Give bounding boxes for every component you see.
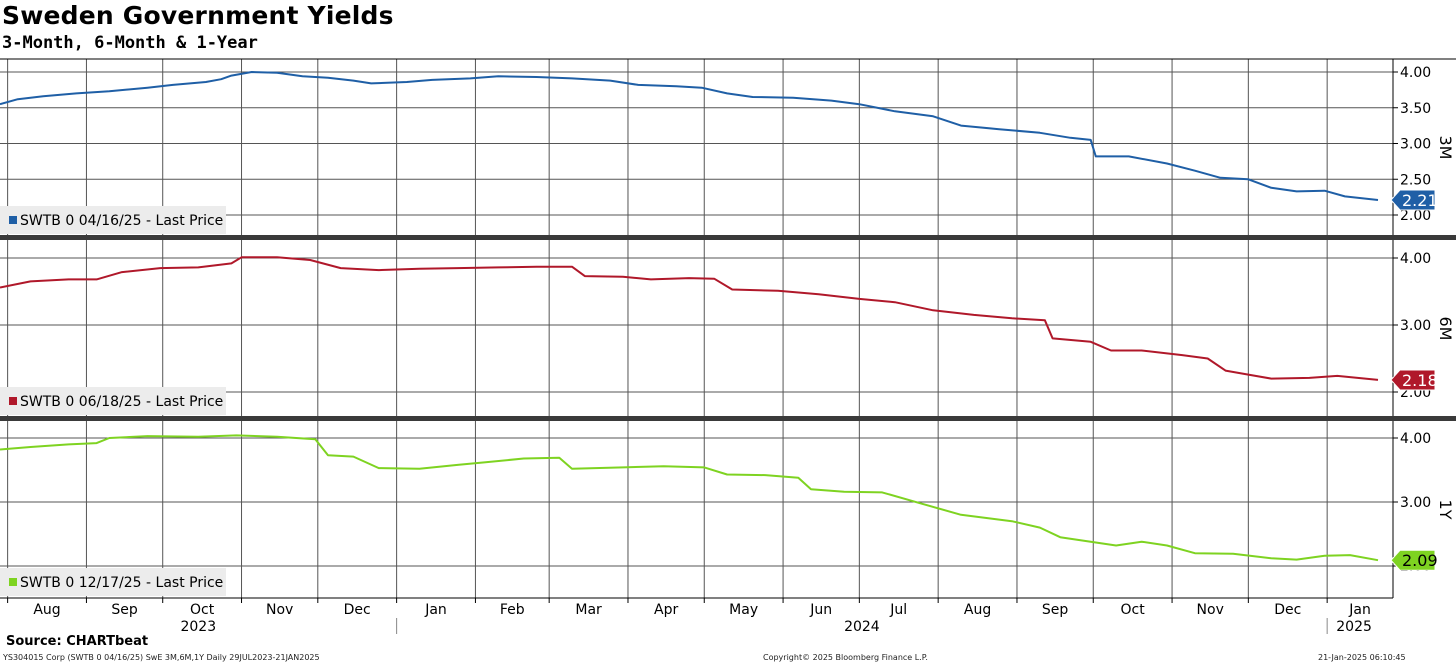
- legend-box: [0, 387, 226, 415]
- last-value-badge: [1390, 369, 1436, 391]
- x-tick-label: Aug: [33, 602, 60, 618]
- legend-label: SWTB 0 12/17/25 - Last Price: [20, 575, 223, 591]
- x-tick-label: Sep: [111, 602, 138, 618]
- x-year-label: 2025: [1336, 619, 1372, 635]
- x-tick-label: Sep: [1042, 602, 1069, 618]
- legend-label: SWTB 0 04/16/25 - Last Price: [20, 213, 223, 229]
- x-tick-label: Jan: [424, 602, 447, 618]
- x-tick-label: Jul: [889, 602, 907, 618]
- last-value-label: 2.18: [1402, 371, 1438, 390]
- x-tick-label: Oct: [190, 602, 215, 618]
- legend-label: SWTB 0 06/18/25 - Last Price: [20, 394, 223, 410]
- last-value-badge: [1390, 189, 1436, 211]
- x-tick-label: Mar: [575, 602, 602, 618]
- x-tick-label: Aug: [964, 602, 991, 618]
- legend-box: [0, 206, 226, 234]
- series-line: [0, 256, 1379, 381]
- legend-swatch: [9, 216, 17, 224]
- last-value-badge: [1390, 549, 1436, 571]
- x-tick-label: Dec: [1274, 602, 1301, 618]
- panel-axis-label: 1Y: [1436, 500, 1455, 520]
- series-line: [0, 434, 1379, 562]
- x-tick-label: Nov: [266, 602, 293, 618]
- panel-separator: [0, 235, 1456, 240]
- legend-swatch: [9, 397, 17, 405]
- last-value-label: 2.21: [1402, 191, 1438, 210]
- footer-timestamp: 21-Jan-2025 06:10:45: [1318, 653, 1406, 662]
- x-tick-label: Jun: [809, 602, 832, 618]
- legend-box: [0, 568, 226, 596]
- x-tick-label: May: [729, 602, 758, 618]
- x-tick-label: Nov: [1197, 602, 1224, 618]
- panel-axis-label: 6M: [1436, 317, 1455, 341]
- panel-axis-label: 3M: [1436, 136, 1455, 160]
- x-year-label: 2023: [180, 619, 216, 635]
- chart-title: Sweden Government Yields: [2, 1, 394, 30]
- legend-swatch: [9, 578, 17, 586]
- y-tick-label: 3.00: [1400, 318, 1431, 334]
- y-tick-label: 2.00: [1400, 208, 1431, 224]
- last-value-label: 2.09: [1402, 551, 1438, 570]
- y-tick-label: 4.00: [1400, 65, 1431, 81]
- footer-copyright: Copyright© 2025 Bloomberg Finance L.P.: [763, 653, 928, 662]
- y-tick-label: 3.00: [1400, 137, 1431, 153]
- y-tick-label: 4.00: [1400, 251, 1431, 267]
- source-note: Source: CHARTbeat: [6, 634, 149, 649]
- y-tick-label: 2.50: [1400, 172, 1431, 188]
- panel-separator: [0, 416, 1456, 421]
- x-tick-label: Jan: [1348, 602, 1371, 618]
- series-line: [0, 71, 1379, 201]
- x-tick-label: Dec: [344, 602, 371, 618]
- y-tick-label: 3.00: [1400, 495, 1431, 511]
- chart-subtitle: 3-Month, 6-Month & 1-Year: [2, 33, 258, 53]
- x-year-label: 2024: [844, 619, 880, 635]
- footer-ticker: YS304015 Corp (SWTB 0 04/16/25) SwE 3M,6…: [3, 653, 320, 662]
- y-tick-label: 3.50: [1400, 101, 1431, 117]
- y-tick-label: 4.00: [1400, 431, 1431, 447]
- x-tick-label: Feb: [500, 602, 525, 618]
- x-tick-label: Oct: [1121, 602, 1146, 618]
- x-tick-label: Apr: [654, 602, 678, 618]
